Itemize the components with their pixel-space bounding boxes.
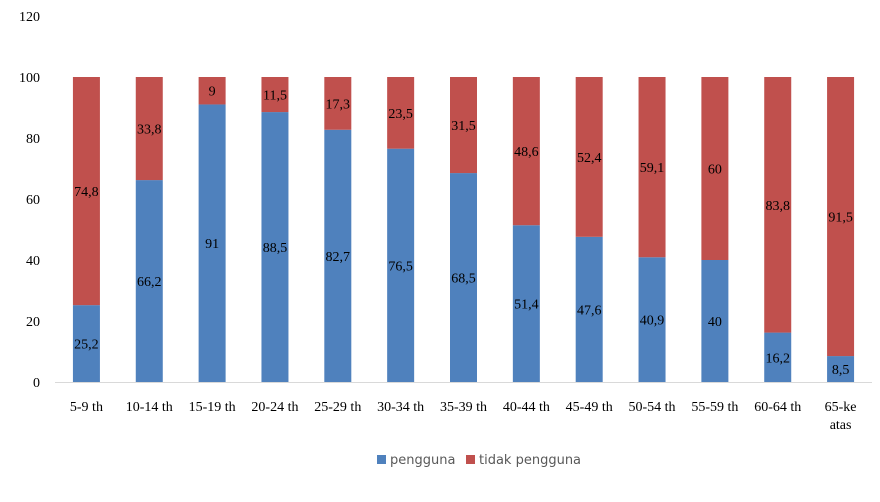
bar-pengguna bbox=[261, 112, 289, 382]
y-tick-label: 0 bbox=[33, 376, 40, 391]
data-label: 83,8 bbox=[765, 199, 790, 214]
bar-pengguna bbox=[324, 129, 352, 382]
bar-tidak-pengguna bbox=[764, 77, 792, 333]
data-label: 91 bbox=[205, 237, 219, 252]
legend-swatch-tidak-pengguna bbox=[466, 455, 475, 464]
y-tick-label: 100 bbox=[19, 71, 40, 86]
x-tick-label-line: 65-ke bbox=[825, 400, 857, 415]
x-tick-label: 45-49 th bbox=[566, 400, 613, 415]
data-label: 47,6 bbox=[577, 303, 602, 318]
bar-pengguna bbox=[135, 180, 163, 382]
data-label: 25,2 bbox=[74, 338, 99, 353]
y-tick-label: 80 bbox=[26, 132, 40, 147]
bar-tidak-pengguna bbox=[72, 77, 100, 306]
bar-pengguna bbox=[198, 104, 226, 382]
y-axis-ticks: 0 20 40 60 80 100 120 bbox=[19, 10, 40, 391]
x-tick-label: 20-24 th bbox=[251, 400, 298, 415]
y-tick-label: 20 bbox=[26, 315, 40, 330]
bar-tidak-pengguna bbox=[701, 77, 729, 260]
x-tick-label: 65-ke atas bbox=[825, 400, 857, 433]
data-label: 23,5 bbox=[388, 107, 413, 122]
data-label: 8,5 bbox=[832, 363, 850, 378]
x-tick-label: 25-29 th bbox=[314, 400, 361, 415]
bars bbox=[72, 77, 855, 382]
x-axis-labels: 5-9 th 10-14 th 15-19 th 20-24 th 25-29 th 30… bbox=[70, 400, 857, 433]
bar-tidak-pengguna bbox=[450, 77, 477, 174]
bar-pengguna bbox=[827, 356, 855, 382]
bar-pengguna bbox=[450, 173, 477, 382]
y-tick-label: 60 bbox=[26, 193, 40, 208]
bar-pengguna bbox=[512, 225, 540, 382]
bar-pengguna bbox=[701, 260, 729, 382]
x-tick-label: 50-54 th bbox=[629, 400, 676, 415]
legend: pengguna tidak pengguna bbox=[377, 453, 581, 468]
data-label: 51,4 bbox=[514, 298, 539, 313]
data-label: 31,5 bbox=[451, 119, 476, 134]
data-label: 66,2 bbox=[137, 275, 162, 290]
x-tick-label: 5-9 th bbox=[70, 400, 103, 415]
bar-tidak-pengguna bbox=[135, 77, 163, 181]
data-label: 16,2 bbox=[765, 351, 790, 366]
data-label: 74,8 bbox=[74, 185, 99, 200]
bar-pengguna bbox=[387, 148, 415, 382]
bar-tidak-pengguna bbox=[387, 77, 415, 149]
bar-tidak-pengguna bbox=[575, 77, 603, 237]
data-labels: 25,2 74,8 66,2 33,8 91 9 88,5 11,5 82,7 17,3 76,5 2… bbox=[74, 85, 853, 378]
bar-pengguna bbox=[575, 236, 603, 382]
data-label: 17,3 bbox=[326, 97, 351, 112]
bar-pengguna bbox=[638, 257, 666, 382]
bar-tidak-pengguna bbox=[827, 77, 855, 357]
x-tick-label: 10-14 th bbox=[126, 400, 173, 415]
data-label: 40 bbox=[708, 315, 722, 330]
data-label: 59,1 bbox=[640, 161, 665, 176]
data-label: 9 bbox=[209, 85, 216, 100]
data-label: 11,5 bbox=[263, 89, 287, 104]
data-label: 88,5 bbox=[263, 241, 288, 256]
data-label: 68,5 bbox=[451, 272, 476, 287]
x-tick-label-line: atas bbox=[830, 418, 852, 433]
x-tick-label: 60-64 th bbox=[754, 400, 801, 415]
data-label: 33,8 bbox=[137, 123, 162, 138]
data-label: 76,5 bbox=[388, 259, 413, 274]
x-tick-label: 15-19 th bbox=[189, 400, 236, 415]
legend-swatch-pengguna bbox=[377, 455, 386, 464]
bar-tidak-pengguna bbox=[638, 77, 666, 258]
bar-tidak-pengguna bbox=[198, 77, 226, 105]
bar-tidak-pengguna bbox=[261, 77, 289, 113]
bar-tidak-pengguna bbox=[512, 77, 540, 226]
legend-label-tidak-pengguna: tidak pengguna bbox=[479, 453, 581, 468]
data-label: 91,5 bbox=[828, 211, 853, 226]
y-tick-label: 120 bbox=[19, 10, 40, 25]
data-label: 52,4 bbox=[577, 151, 602, 166]
x-tick-label: 55-59 th bbox=[691, 400, 738, 415]
data-label: 40,9 bbox=[640, 314, 665, 329]
y-tick-label: 40 bbox=[26, 254, 40, 269]
data-label: 48,6 bbox=[514, 145, 539, 160]
bar-pengguna bbox=[764, 332, 792, 382]
x-tick-label: 30-34 th bbox=[377, 400, 424, 415]
data-label: 82,7 bbox=[326, 250, 351, 265]
x-tick-label: 35-39 th bbox=[440, 400, 487, 415]
legend-label-pengguna: pengguna bbox=[390, 453, 455, 468]
x-tick-label: 40-44 th bbox=[503, 400, 550, 415]
bar-tidak-pengguna bbox=[324, 77, 352, 130]
bar-pengguna bbox=[72, 305, 100, 382]
data-label: 60 bbox=[708, 163, 722, 178]
